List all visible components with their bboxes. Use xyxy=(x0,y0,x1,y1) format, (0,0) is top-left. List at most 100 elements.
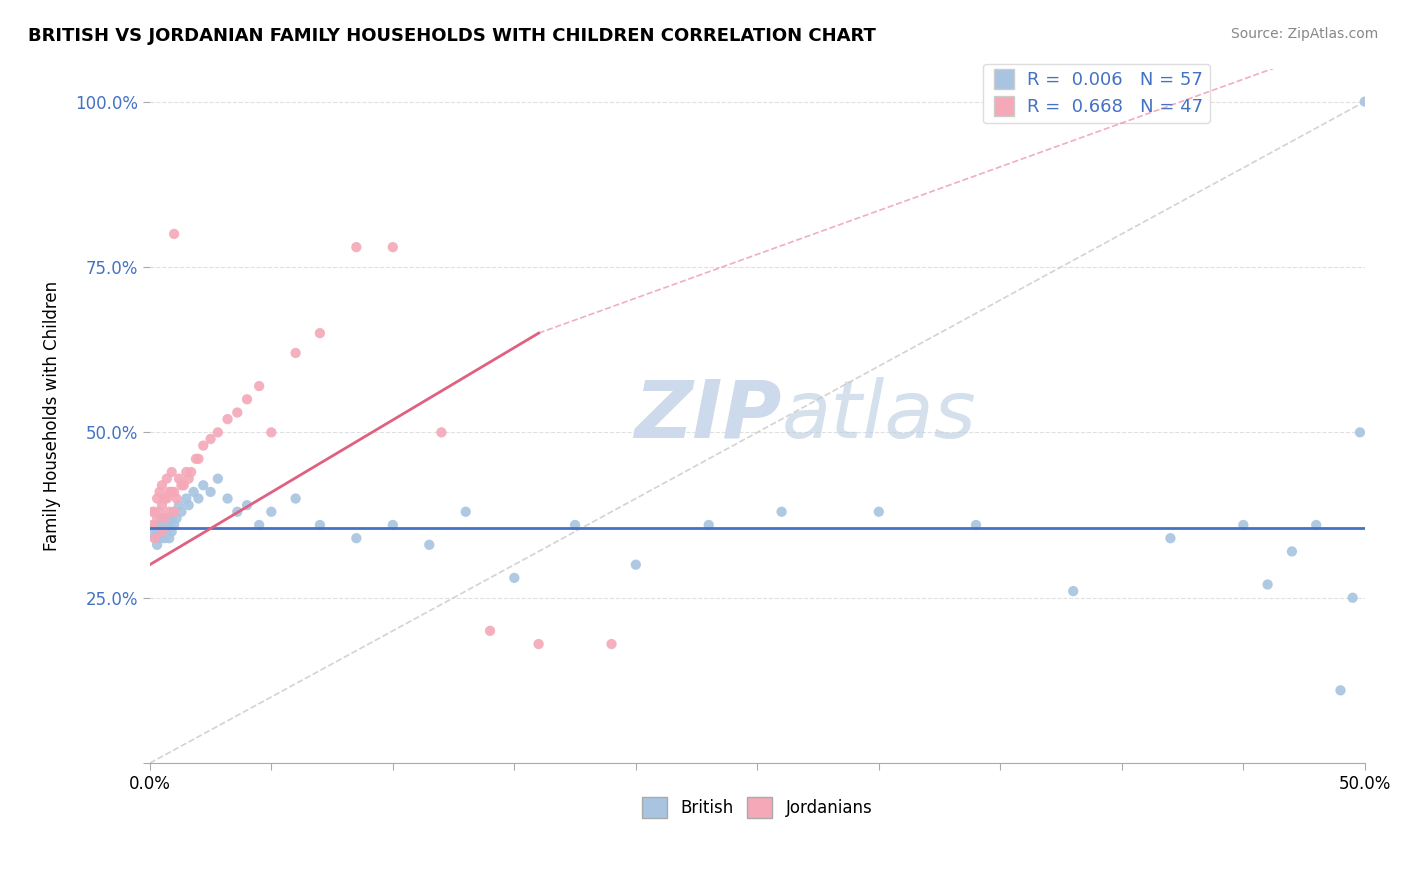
Point xyxy=(187,491,209,506)
Point xyxy=(503,571,526,585)
Point xyxy=(226,505,249,519)
Point xyxy=(247,518,270,533)
Point xyxy=(174,491,197,506)
Point xyxy=(284,491,307,506)
Point xyxy=(309,326,332,340)
Point xyxy=(156,472,179,486)
Point xyxy=(479,624,502,638)
Point xyxy=(430,425,453,440)
Point xyxy=(148,518,170,533)
Point xyxy=(965,518,987,533)
Point xyxy=(153,518,176,533)
Point xyxy=(284,346,307,360)
Point xyxy=(527,637,550,651)
Point xyxy=(157,518,180,533)
Point xyxy=(697,518,720,533)
Point xyxy=(207,425,229,440)
Point xyxy=(141,518,163,533)
Point xyxy=(868,505,890,519)
Point xyxy=(200,484,222,499)
Point xyxy=(1281,544,1303,558)
Point xyxy=(146,491,169,506)
Point xyxy=(146,511,169,525)
Point xyxy=(163,505,186,519)
Point xyxy=(153,531,176,545)
Point xyxy=(173,478,195,492)
Point xyxy=(156,491,179,506)
Point xyxy=(1341,591,1364,605)
Point xyxy=(174,465,197,479)
Point xyxy=(1329,683,1351,698)
Point xyxy=(143,505,166,519)
Point xyxy=(166,491,188,506)
Point xyxy=(156,511,179,525)
Point xyxy=(624,558,647,572)
Y-axis label: Family Households with Children: Family Households with Children xyxy=(44,281,60,551)
Point xyxy=(1257,577,1279,591)
Point xyxy=(180,465,202,479)
Point xyxy=(153,491,176,506)
Point xyxy=(236,498,259,512)
Point xyxy=(247,379,270,393)
Point xyxy=(141,524,163,539)
Point xyxy=(193,439,215,453)
Point xyxy=(143,531,166,545)
Point xyxy=(146,524,169,539)
Text: BRITISH VS JORDANIAN FAMILY HOUSEHOLDS WITH CHILDREN CORRELATION CHART: BRITISH VS JORDANIAN FAMILY HOUSEHOLDS W… xyxy=(28,27,876,45)
Point xyxy=(236,392,259,407)
Point xyxy=(157,505,180,519)
Point xyxy=(167,472,190,486)
Point xyxy=(381,240,404,254)
Point xyxy=(418,538,440,552)
Point xyxy=(564,518,586,533)
Point xyxy=(153,511,176,525)
Point xyxy=(148,505,170,519)
Point xyxy=(150,478,173,492)
Point xyxy=(200,432,222,446)
Point xyxy=(160,484,183,499)
Point xyxy=(160,524,183,539)
Point xyxy=(143,531,166,545)
Point xyxy=(770,505,793,519)
Point xyxy=(1354,95,1376,109)
Text: ZIP: ZIP xyxy=(634,376,782,455)
Point xyxy=(183,484,205,499)
Point xyxy=(163,505,186,519)
Point xyxy=(260,505,283,519)
Point xyxy=(207,472,229,486)
Point xyxy=(226,405,249,419)
Point xyxy=(150,511,173,525)
Point xyxy=(177,498,200,512)
Text: Source: ZipAtlas.com: Source: ZipAtlas.com xyxy=(1230,27,1378,41)
Point xyxy=(344,240,367,254)
Point xyxy=(193,478,215,492)
Point xyxy=(309,518,332,533)
Point xyxy=(217,412,239,426)
Point xyxy=(260,425,283,440)
Point xyxy=(217,491,239,506)
Text: atlas: atlas xyxy=(782,376,976,455)
Point xyxy=(1062,584,1084,599)
Point xyxy=(177,472,200,486)
Point xyxy=(150,498,173,512)
Legend: British, Jordanians: British, Jordanians xyxy=(636,790,879,824)
Point xyxy=(381,518,404,533)
Point xyxy=(163,484,186,499)
Point xyxy=(187,451,209,466)
Point xyxy=(167,498,190,512)
Point xyxy=(170,505,193,519)
Point xyxy=(454,505,477,519)
Point xyxy=(1305,518,1327,533)
Point xyxy=(141,505,163,519)
Point xyxy=(344,531,367,545)
Point xyxy=(166,511,188,525)
Point xyxy=(1159,531,1181,545)
Point xyxy=(150,524,173,539)
Point xyxy=(160,511,183,525)
Point xyxy=(148,484,170,499)
Point xyxy=(148,531,170,545)
Point xyxy=(1232,518,1254,533)
Point xyxy=(160,465,183,479)
Point xyxy=(150,524,173,539)
Point xyxy=(170,478,193,492)
